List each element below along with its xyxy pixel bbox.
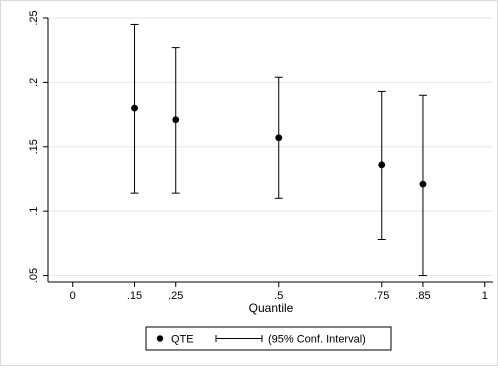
axes-layer (47, 18, 493, 283)
x-tick-label: .75 (374, 290, 389, 302)
qte-point (378, 161, 386, 169)
legend-box (145, 326, 392, 351)
x-tick-label: .15 (127, 290, 142, 302)
y-tick-label: .05 (28, 268, 40, 283)
legend-qte-marker (156, 335, 164, 342)
legend-ci-label: (95% Conf. Interval) (268, 334, 366, 346)
y-tick-label: .1 (28, 207, 40, 216)
x-ticks: 0 .15 .25 .5 .75 .85 1 (70, 282, 488, 302)
x-tick-label: .5 (274, 290, 283, 302)
x-tick-label: 0 (70, 290, 76, 302)
x-tick-label: .85 (415, 290, 430, 302)
y-tick-label: .15 (28, 139, 40, 154)
data-points (131, 104, 427, 188)
legend: QTE (95% Conf. Interval) (145, 326, 392, 351)
qte-point (275, 134, 283, 142)
qte-point (419, 180, 427, 188)
chart-svg: .05.1.15.2.25 0.15.25.5.75.85 1 Quantile … (28, 10, 493, 351)
y-tick-label: .2 (28, 78, 40, 87)
y-ticks: .05 .1 .15 .2 .25 (28, 10, 48, 283)
x-tick-label: .25 (168, 290, 183, 302)
grid-layer (48, 17, 493, 277)
qte-point (172, 116, 180, 124)
y-tick-label: .25 (28, 10, 40, 25)
error-bars (130, 23, 427, 277)
x-tick-label: 1 (482, 290, 488, 302)
x-axis-label: Quantile (249, 301, 294, 315)
legend-qte-label: QTE (171, 334, 194, 346)
qte-point (131, 104, 138, 112)
